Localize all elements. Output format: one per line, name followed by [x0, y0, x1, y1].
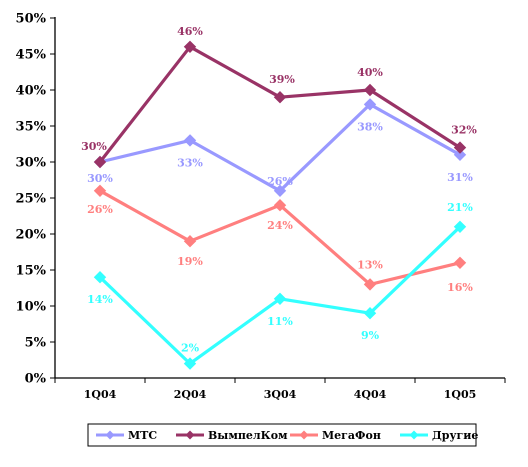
data-label: 9%	[361, 329, 380, 342]
data-point-marker	[183, 40, 197, 54]
data-label: 2%	[181, 342, 200, 355]
data-label: 16%	[447, 281, 473, 294]
data-label: 14%	[87, 293, 113, 306]
data-label: 26%	[87, 203, 113, 216]
legend-swatch-marker	[299, 430, 309, 440]
y-tick-label: 20%	[16, 228, 47, 243]
series-lines	[93, 40, 467, 370]
data-point-marker	[363, 278, 377, 291]
data-label: 24%	[267, 219, 293, 232]
series-line-1	[98, 45, 461, 163]
y-tick-label: 5%	[25, 336, 47, 351]
x-tick-label: 3Q04	[264, 388, 297, 401]
legend-label: ВымпелКом	[208, 429, 288, 442]
y-tick-label: 50%	[16, 12, 47, 27]
x-tick-label: 1Q05	[444, 388, 477, 401]
data-label: 32%	[451, 124, 477, 137]
data-point-marker	[273, 292, 287, 306]
data-point-marker	[273, 198, 287, 212]
data-label: 33%	[177, 156, 203, 169]
data-label: 11%	[267, 315, 293, 328]
data-point-marker	[183, 234, 197, 248]
data-label: 26%	[267, 175, 293, 188]
data-point-marker	[273, 184, 287, 198]
data-point-marker	[363, 83, 377, 97]
y-tick-label: 35%	[16, 120, 47, 135]
data-point-marker	[93, 270, 107, 284]
data-point-marker	[183, 357, 197, 370]
y-tick-label: 40%	[16, 84, 47, 99]
data-point-marker	[93, 184, 107, 198]
data-label: 19%	[177, 255, 203, 268]
y-tick-label: 15%	[16, 264, 47, 279]
y-tick-label: 10%	[16, 300, 47, 315]
legend: МТС ВымпелКом МегаФон Другие	[87, 423, 478, 447]
axes: 0% 5% 10% 15% 20% 25% 30% 35% 40% 45% 50% 1Q04 2Q04 3…	[16, 12, 506, 401]
y-tick-label: 45%	[16, 48, 47, 63]
data-label: 38%	[357, 120, 383, 133]
legend-label: МТС	[128, 429, 157, 442]
data-point-marker	[273, 90, 287, 104]
x-tick-label: 2Q04	[174, 388, 207, 401]
y-tick-label: 30%	[16, 156, 47, 171]
data-point-marker	[453, 148, 467, 162]
data-point-marker	[453, 256, 467, 270]
data-point-marker	[93, 155, 107, 169]
data-label: 40%	[357, 66, 383, 79]
data-point-marker	[453, 141, 467, 154]
legend-swatch-marker	[185, 430, 195, 440]
legend-box	[87, 423, 477, 447]
data-labels: 30% 33% 26% 38% 31% 30% 46% 39% 40% 32% 26% 19% 24% 1…	[81, 25, 477, 355]
legend-swatch-marker	[409, 430, 419, 440]
legend-swatch-marker	[105, 430, 115, 440]
data-point-marker	[183, 134, 197, 147]
y-tick-label: 25%	[16, 192, 47, 207]
legend-label: Другие	[432, 429, 478, 442]
x-tick-label: 4Q04	[354, 388, 387, 401]
data-label: 39%	[269, 73, 295, 86]
data-label: 30%	[87, 172, 113, 185]
data-point-marker	[363, 306, 377, 320]
data-label: 30%	[81, 140, 107, 153]
data-label: 21%	[447, 201, 473, 214]
y-tick-label: 0%	[25, 372, 47, 387]
data-label: 13%	[357, 258, 383, 271]
data-point-marker	[363, 98, 377, 111]
x-tick-label: 1Q04	[84, 388, 117, 401]
data-label: 46%	[177, 25, 203, 38]
legend-label: МегаФон	[322, 429, 381, 442]
data-point-marker	[453, 220, 467, 234]
data-label: 31%	[447, 171, 473, 184]
